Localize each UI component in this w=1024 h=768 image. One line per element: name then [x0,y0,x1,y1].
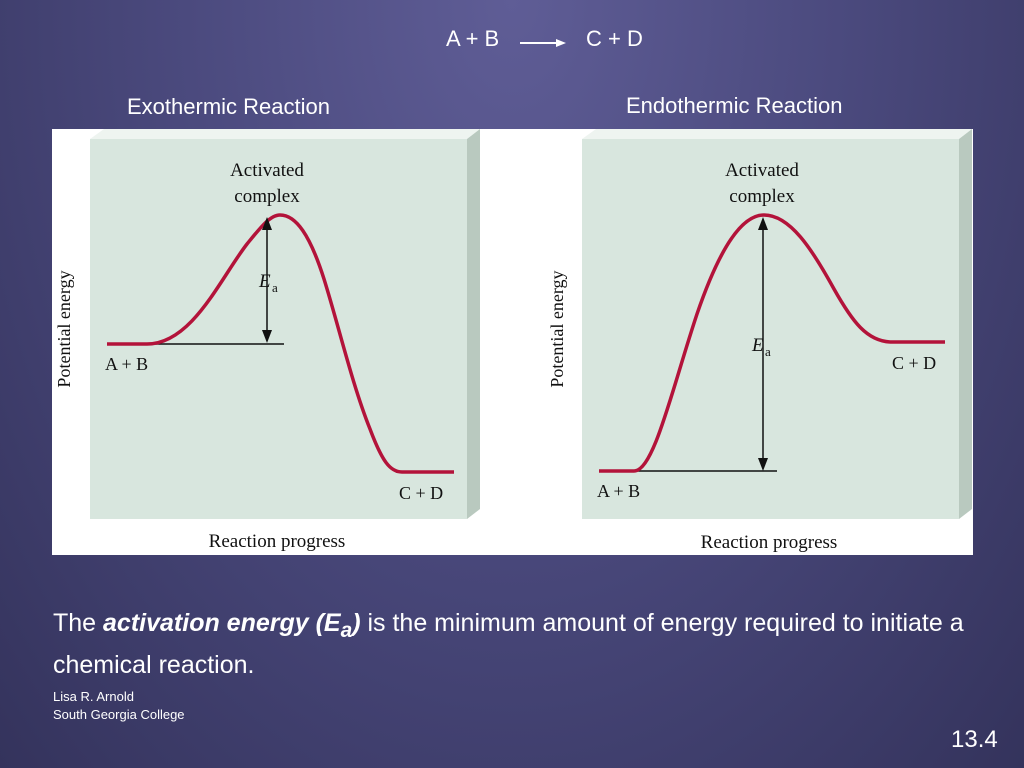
reaction-arrow-icon [520,39,566,47]
products-label: C + D [399,483,443,503]
x-axis-label: Reaction progress [701,532,838,553]
reactants-label: A + B [105,354,148,374]
energy-curve [107,213,454,474]
ea-label: E [751,335,764,356]
endothermic-title: Endothermic Reaction [626,93,843,118]
energy-diagrams: Activated complex Potential energy E a A… [52,129,973,555]
y-axis-label: Potential energy [547,270,567,387]
energy-curve [599,213,945,473]
y-axis-label: Potential energy [54,270,74,387]
activation-energy-definition: The activation energy (Ea) is the minimu… [53,606,993,682]
author-institution: South Georgia College [53,707,185,722]
definition-prefix: The [53,609,104,637]
definition-term: activation energy (Ea) [103,609,361,642]
author-credit: Lisa R. Arnold South Georgia College [53,688,185,724]
reaction-equation: A + B C + D [0,24,1024,54]
panel-top-face [582,129,972,139]
author-name: Lisa R. Arnold [53,689,134,704]
panel-side-face [467,129,480,519]
peak-label-line2: complex [234,186,300,207]
ea-label: E [258,271,271,292]
products-label: C + D [892,353,936,373]
exothermic-diagram: Activated complex Potential energy E a A… [54,129,480,552]
ea-arrowhead-up [262,217,272,230]
reactants-label: A + B [597,481,640,501]
panel-side-face [959,129,972,519]
equation-products: C + D [586,26,643,51]
peak-label-line2: complex [729,186,795,207]
equation-reactants: A + B [446,26,500,51]
peak-label-line1: Activated [230,160,304,181]
ea-arrowhead-up [758,217,768,230]
plot-panel [90,139,467,519]
slide-number: 13.4 [951,726,998,753]
peak-label-line1: Activated [725,160,799,181]
endothermic-diagram: Activated complex Potential energy E a A… [547,129,972,553]
ea-subscript: a [765,344,771,359]
ea-arrowhead-down [758,458,768,471]
plot-panel [582,139,959,519]
panel-top-face [90,129,480,139]
x-axis-label: Reaction progress [209,531,346,552]
definition-term-subscript: a [340,619,353,642]
exothermic-title: Exothermic Reaction [127,94,330,119]
ea-subscript: a [272,280,278,295]
ea-arrowhead-down [262,330,272,343]
definition-rest: is the minimum amount of energy required… [53,609,964,679]
